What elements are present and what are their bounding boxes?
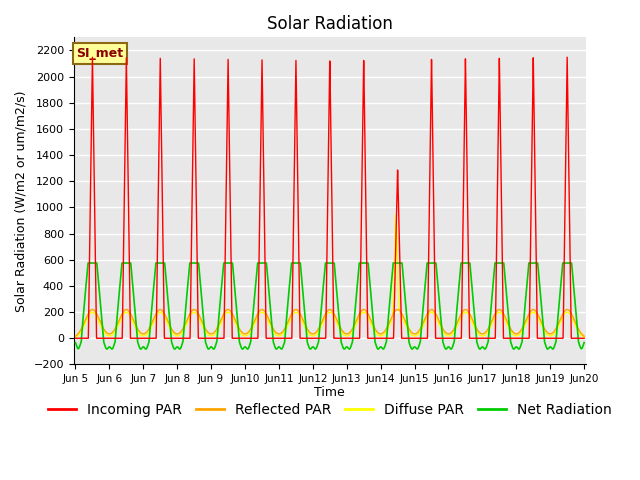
Y-axis label: Solar Radiation (W/m2 or um/m2/s): Solar Radiation (W/m2 or um/m2/s) [15,90,28,312]
X-axis label: Time: Time [314,385,345,398]
Legend: Incoming PAR, Reflected PAR, Diffuse PAR, Net Radiation: Incoming PAR, Reflected PAR, Diffuse PAR… [43,398,617,423]
Title: Solar Radiation: Solar Radiation [267,15,393,33]
Text: SI_met: SI_met [76,47,124,60]
